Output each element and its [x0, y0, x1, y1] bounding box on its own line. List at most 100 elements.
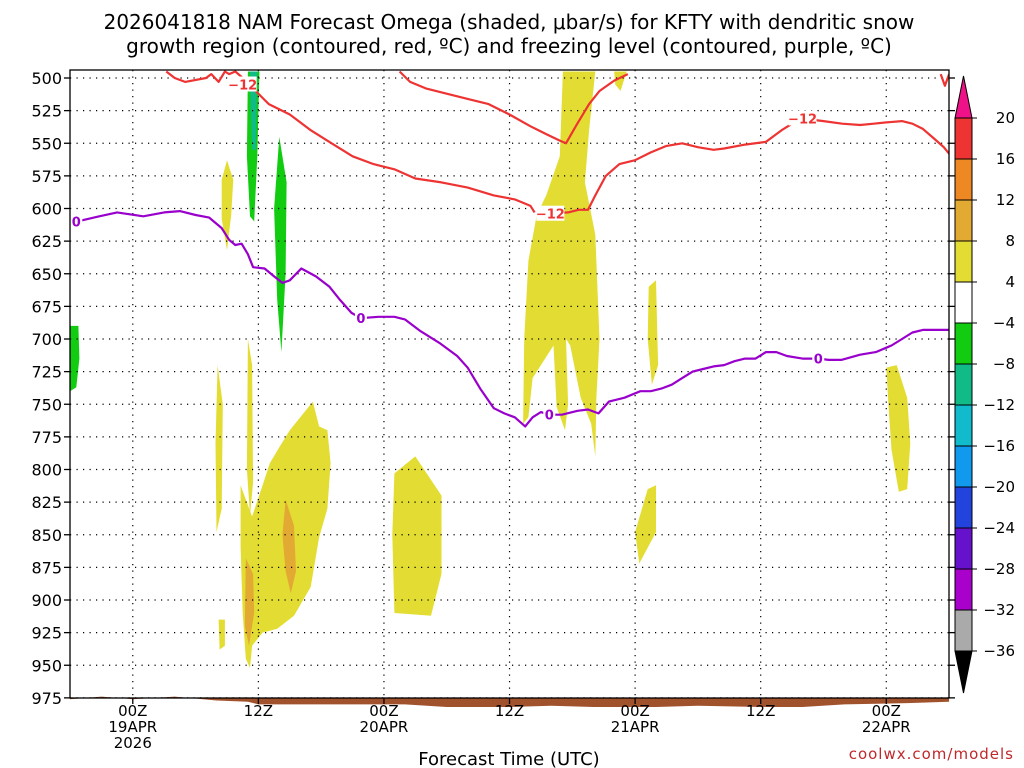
contour-label-bg	[543, 406, 556, 422]
y-tick-label: 650	[31, 265, 62, 284]
x-tick-label: 20APR	[360, 718, 409, 736]
y-tick-label: 775	[31, 428, 62, 447]
contour-label: −12	[536, 208, 565, 223]
omega-region-rising-4to8	[221, 160, 234, 251]
colorbar-tick-label: 12	[996, 191, 1015, 209]
contour-label-bg	[70, 213, 83, 229]
omega-region-rising-4to8	[392, 456, 442, 616]
contour-label-bg	[228, 76, 257, 92]
contour-dgz-minus12-top	[398, 70, 629, 145]
colorbar-under-triangle	[954, 650, 973, 694]
colorbar-bin	[954, 568, 973, 611]
y-tick-label: 525	[31, 102, 62, 121]
y-tick-label: 625	[31, 232, 62, 251]
contour-label-bg	[354, 310, 367, 326]
dotted-grid	[70, 70, 949, 699]
credit-text: coolwx.com/models	[849, 745, 1014, 763]
omega-region-rising-4to8	[886, 365, 911, 492]
colorbar-bin	[954, 404, 973, 447]
y-tick-label: 750	[31, 395, 62, 414]
colorbar-bin	[954, 527, 973, 570]
omega-region-rising-4to8	[246, 339, 254, 516]
y-tick-label: 875	[31, 558, 62, 577]
colorbar-tick-label: 16	[996, 150, 1015, 168]
colorbar-bin	[954, 445, 973, 488]
colorbar-tick-label: 8	[1005, 232, 1015, 250]
omega-region-rising-4to8	[523, 71, 600, 457]
contour-lines: −12 −12 −12 0 0 0 0	[70, 70, 949, 428]
chart-title-line2: growth region (contoured, red, ºC) and f…	[126, 34, 892, 58]
y-tick-label: 700	[31, 330, 62, 349]
contour-label: 0	[72, 216, 81, 231]
omega-region-sinking-4to8	[274, 136, 287, 353]
x-tick-label: 22APR	[862, 718, 911, 736]
colorbar-bin	[954, 322, 973, 365]
colorbar-bin	[954, 240, 973, 283]
omega-shading	[70, 71, 911, 668]
contour-dgz-minus12-upper	[165, 70, 536, 213]
colorbar-bin	[954, 199, 973, 242]
colorbar-tick-label: −20	[983, 478, 1015, 496]
y-tick-label: 975	[31, 689, 62, 708]
colorbar-tick-label: −8	[993, 355, 1015, 373]
contour-label-bg	[536, 205, 565, 221]
omega-colorbar: 20 16 12 8 4 −4 −8 −12 −16 −20 −24 −28 −32 −36	[954, 75, 1015, 694]
colorbar-bin	[954, 609, 973, 652]
y-tick-label: 500	[31, 69, 62, 88]
colorbar-bin	[954, 486, 973, 529]
colorbar-tick-label: 20	[996, 109, 1015, 127]
x-tick-label: 21APR	[611, 718, 660, 736]
contour-freezing-level-0c	[70, 210, 949, 428]
colorbar-tick-label: −24	[983, 519, 1015, 537]
x-tick-label: 12Z	[746, 702, 775, 720]
contour-label: −12	[788, 112, 817, 127]
y-tick-label: 950	[31, 656, 62, 675]
x-tick-label: 12Z	[495, 702, 524, 720]
chart-title-line1: 2026041818 NAM Forecast Omega (shaded, μ…	[104, 10, 915, 34]
x-tick-label: 19APR	[108, 718, 157, 736]
contour-label: 0	[814, 353, 823, 368]
contour-label: 0	[545, 409, 554, 424]
colorbar-tick-label: −32	[983, 601, 1015, 619]
colorbar-tick-label: −12	[983, 396, 1015, 414]
contour-dgz-minus12-lower	[537, 117, 949, 215]
y-tick-label: 900	[31, 591, 62, 610]
colorbar-tick-label: −16	[983, 437, 1015, 455]
omega-region-rising-4to8	[215, 365, 223, 533]
omega-region-rising-8to12	[244, 558, 255, 646]
y-tick-label: 850	[31, 526, 62, 545]
x-tick-label: 00Z	[872, 702, 901, 720]
contour-label: 0	[356, 312, 365, 327]
contour-label-bg	[812, 350, 825, 366]
plot-area: −12 −12 −12 0 0 0 0	[69, 69, 950, 707]
colorbar-bin	[954, 117, 973, 160]
colorbar-tick-label: 4	[1005, 273, 1015, 291]
y-tick-label: 675	[31, 297, 62, 316]
colorbar-tick-label: −4	[993, 314, 1015, 332]
y-tick-label: 550	[31, 134, 62, 153]
omega-region-rising-4to8	[635, 485, 656, 564]
x-tick-label: 00Z	[620, 702, 649, 720]
omega-region-rising-4to8	[218, 619, 225, 650]
contour-label-bg	[788, 110, 817, 126]
y-tick-label: 600	[31, 200, 62, 219]
colorbar-tick-label: −28	[983, 560, 1015, 578]
y-axis: 500 525 550 575 600 625 650 675 700 725 750 775 800 8…	[31, 69, 955, 708]
contour-dgz-minus12-right	[939, 73, 949, 87]
omega-region-sinking-4to8	[70, 325, 80, 392]
x-tick-label: 00Z	[118, 702, 147, 720]
y-tick-label: 925	[31, 624, 62, 643]
colorbar-bin	[954, 281, 973, 324]
colorbar-over-triangle	[954, 75, 973, 119]
contour-label: −12	[228, 79, 257, 94]
y-tick-label: 800	[31, 461, 62, 480]
colorbar-bin	[954, 158, 973, 201]
y-tick-label: 825	[31, 493, 62, 512]
x-axis-label: Forecast Time (UTC)	[418, 749, 599, 768]
x-tick-label: 00Z	[369, 702, 398, 720]
y-tick-label: 575	[31, 167, 62, 186]
colorbar-bin	[954, 363, 973, 406]
x-tick-label: 12Z	[244, 702, 273, 720]
y-tick-label: 725	[31, 363, 62, 382]
